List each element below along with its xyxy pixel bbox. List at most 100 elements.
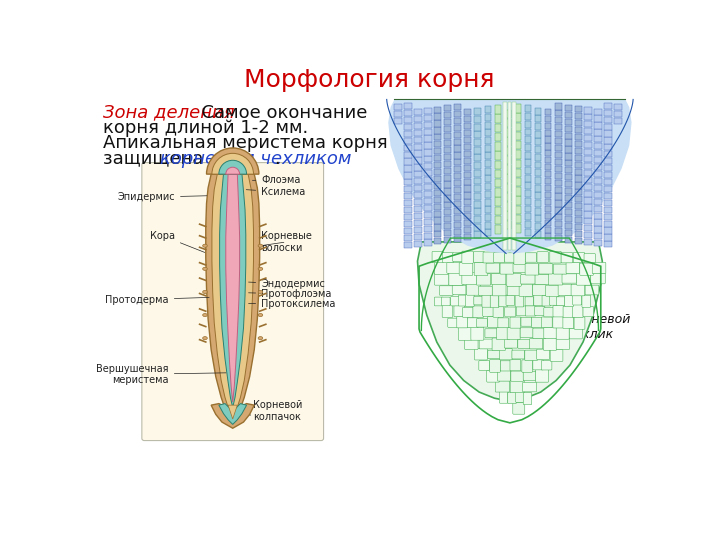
Bar — [454, 221, 462, 228]
Bar — [444, 105, 451, 111]
Bar — [594, 219, 602, 226]
Bar — [444, 209, 451, 215]
Bar — [424, 163, 432, 170]
Bar — [564, 105, 572, 111]
Bar — [564, 237, 572, 242]
FancyBboxPatch shape — [564, 296, 573, 307]
Bar — [444, 195, 451, 201]
Bar — [444, 147, 451, 153]
FancyBboxPatch shape — [459, 295, 467, 306]
FancyBboxPatch shape — [459, 263, 473, 275]
Bar — [505, 129, 511, 137]
Bar — [594, 240, 602, 246]
FancyBboxPatch shape — [493, 307, 504, 318]
Bar — [404, 152, 412, 158]
Text: .: . — [274, 150, 280, 168]
FancyBboxPatch shape — [471, 327, 484, 340]
FancyBboxPatch shape — [505, 253, 516, 262]
FancyBboxPatch shape — [556, 337, 570, 349]
FancyBboxPatch shape — [522, 360, 533, 372]
Ellipse shape — [258, 244, 263, 247]
Bar — [474, 139, 482, 146]
Polygon shape — [228, 405, 238, 419]
FancyBboxPatch shape — [577, 273, 591, 285]
Bar — [544, 137, 552, 143]
Bar — [512, 102, 516, 249]
Bar — [414, 144, 422, 150]
Polygon shape — [211, 403, 254, 428]
Bar — [575, 224, 582, 230]
Bar — [525, 175, 531, 181]
Bar — [554, 131, 562, 137]
Bar — [424, 239, 432, 246]
Bar — [474, 185, 482, 192]
FancyBboxPatch shape — [511, 371, 523, 381]
FancyBboxPatch shape — [553, 264, 567, 274]
Bar — [464, 185, 472, 192]
FancyBboxPatch shape — [514, 251, 525, 265]
Bar — [534, 192, 541, 199]
Bar — [564, 160, 572, 166]
Bar — [404, 207, 412, 213]
FancyBboxPatch shape — [550, 251, 561, 263]
Bar — [575, 168, 582, 175]
Bar — [604, 131, 612, 137]
FancyBboxPatch shape — [549, 295, 558, 305]
FancyBboxPatch shape — [474, 296, 482, 305]
Bar — [464, 227, 472, 233]
FancyBboxPatch shape — [493, 253, 505, 262]
Bar — [505, 165, 511, 174]
Ellipse shape — [258, 291, 263, 293]
Bar — [495, 225, 501, 234]
Bar — [434, 231, 441, 238]
Bar — [544, 157, 552, 164]
Bar — [594, 136, 602, 143]
Bar — [544, 123, 552, 129]
Text: Флоэма: Флоэма — [253, 176, 300, 185]
Bar — [534, 215, 541, 222]
Bar — [604, 214, 612, 220]
Bar — [594, 164, 602, 170]
FancyBboxPatch shape — [566, 262, 580, 273]
Bar — [424, 191, 432, 197]
Bar — [434, 176, 441, 182]
Ellipse shape — [203, 244, 207, 247]
Bar — [424, 212, 432, 218]
Bar — [584, 142, 592, 148]
Bar — [554, 200, 562, 207]
Bar — [515, 132, 521, 140]
Polygon shape — [219, 403, 246, 424]
Bar — [505, 147, 511, 155]
FancyBboxPatch shape — [474, 263, 488, 275]
FancyBboxPatch shape — [485, 329, 498, 338]
FancyBboxPatch shape — [447, 262, 461, 273]
FancyBboxPatch shape — [558, 284, 572, 295]
Bar — [404, 159, 412, 165]
Bar — [444, 223, 451, 230]
FancyBboxPatch shape — [507, 328, 520, 340]
Wedge shape — [212, 153, 253, 174]
FancyBboxPatch shape — [574, 317, 585, 329]
Bar — [464, 179, 472, 185]
Bar — [544, 178, 552, 184]
FancyBboxPatch shape — [531, 318, 542, 327]
FancyBboxPatch shape — [549, 274, 563, 285]
Bar — [474, 108, 482, 115]
Bar — [444, 181, 451, 188]
Bar — [404, 193, 412, 199]
Bar — [424, 136, 432, 141]
Bar — [594, 157, 602, 163]
Bar — [495, 124, 501, 132]
FancyBboxPatch shape — [526, 253, 536, 262]
FancyBboxPatch shape — [523, 382, 536, 392]
FancyBboxPatch shape — [513, 264, 526, 273]
Bar — [424, 122, 432, 128]
Bar — [564, 188, 572, 194]
FancyBboxPatch shape — [516, 306, 527, 316]
FancyBboxPatch shape — [467, 284, 480, 295]
Bar — [584, 156, 592, 162]
Bar — [575, 127, 582, 133]
Bar — [554, 228, 562, 234]
Bar — [584, 218, 592, 225]
Bar — [464, 172, 472, 178]
